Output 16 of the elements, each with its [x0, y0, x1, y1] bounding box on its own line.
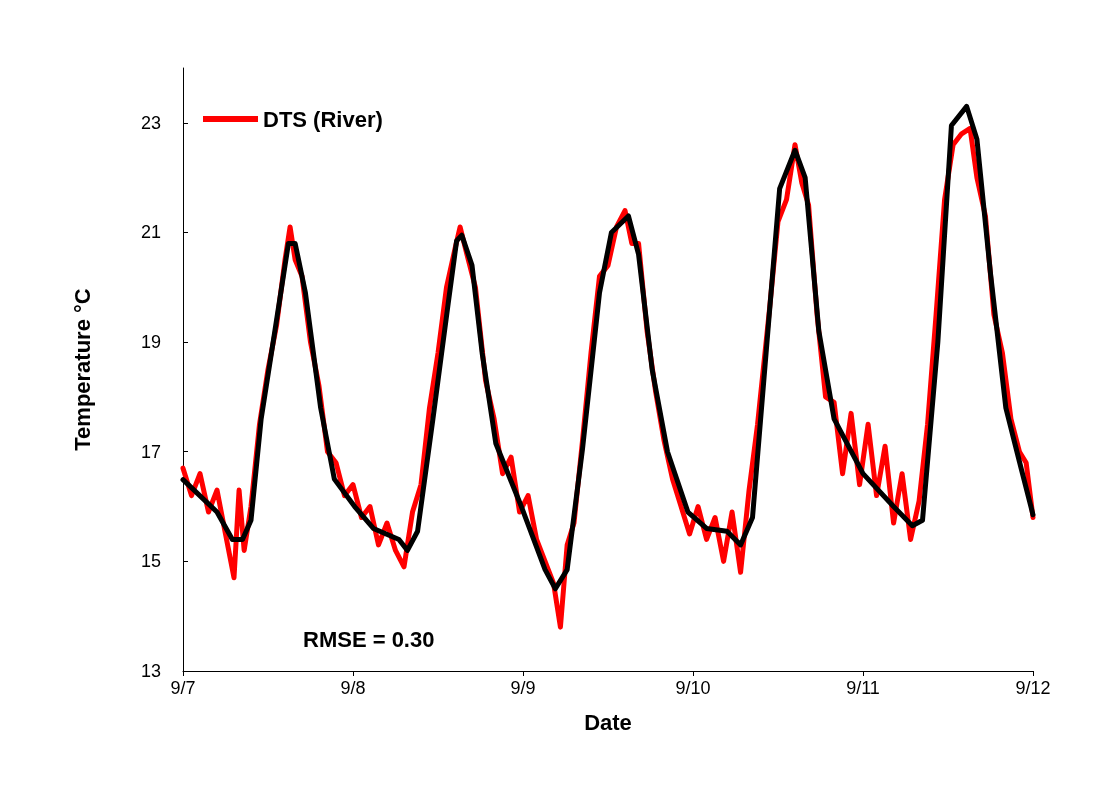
y-tick-label: 19 — [140, 332, 161, 353]
legend-label: DTS (River) — [263, 106, 383, 132]
y-tick-label: 17 — [140, 441, 161, 462]
y-axis-title: Temperature °C — [69, 288, 95, 451]
y-tick-label: 13 — [140, 661, 161, 681]
x-tick-label: 9/8 — [340, 678, 366, 698]
x-tick-label: 9/10 — [675, 678, 711, 698]
x-tick-label: 9/12 — [1015, 678, 1051, 698]
x-tick-label: 9/7 — [170, 678, 196, 698]
x-axis-title: Date — [584, 709, 632, 735]
y-tick-label: 23 — [140, 112, 161, 133]
x-tick-label: 9/9 — [510, 678, 536, 698]
y-tick-label: 15 — [140, 551, 161, 572]
y-tick-label: 21 — [140, 222, 161, 243]
annotation: RMSE = 0.30 — [303, 626, 435, 652]
x-tick-label: 9/11 — [846, 678, 880, 698]
